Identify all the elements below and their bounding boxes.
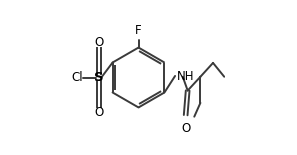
Text: O: O <box>181 122 190 135</box>
Text: O: O <box>94 106 103 119</box>
Text: F: F <box>135 24 142 37</box>
Text: S: S <box>94 71 103 84</box>
Text: Cl: Cl <box>72 71 83 84</box>
Text: NH: NH <box>177 70 195 83</box>
Text: O: O <box>94 36 103 49</box>
